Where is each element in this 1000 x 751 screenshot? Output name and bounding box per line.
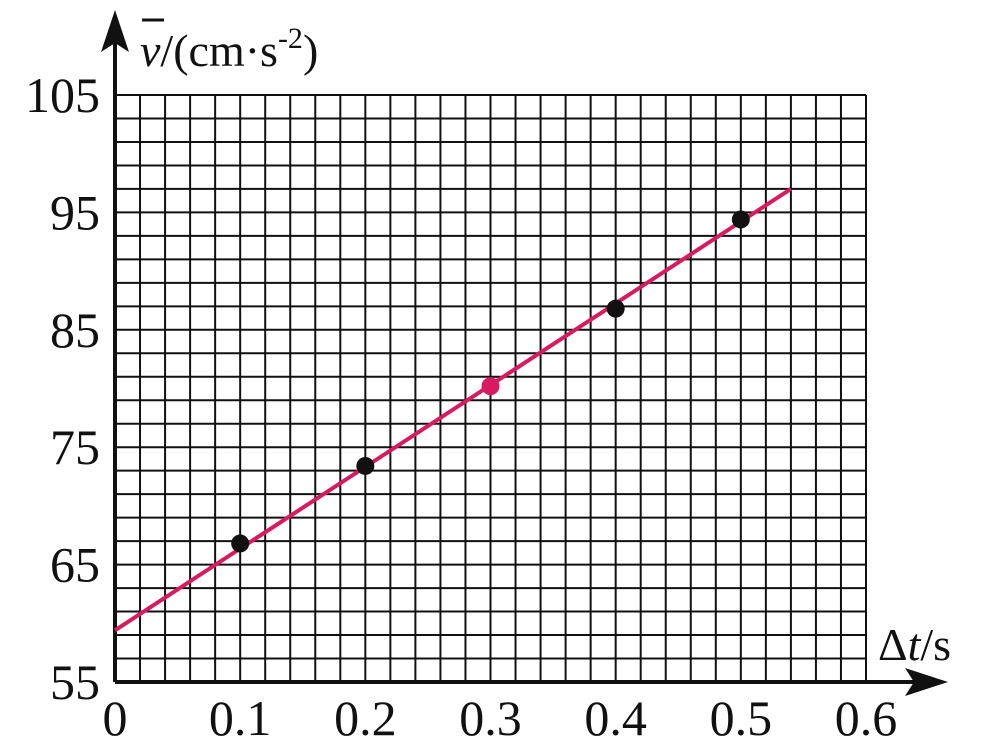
x-tick-label: 0.3 (459, 690, 522, 746)
y-tick-label: 95 (50, 184, 100, 240)
y-tick-labels: 55 65 75 85 95 105 (25, 67, 100, 710)
y-tick-label: 105 (25, 67, 100, 123)
x-tick-label: 0.5 (710, 690, 773, 746)
data-point (481, 377, 500, 396)
x-axis-label: Δt/s (878, 619, 951, 670)
y-axis-label: v/(cm·s-2) (140, 22, 318, 76)
y-axis-arrow (101, 10, 129, 52)
x-axis-arrow (905, 668, 948, 696)
data-point (731, 210, 750, 229)
x-tick-label: 0.6 (835, 690, 898, 746)
data-point (356, 456, 375, 475)
axes (101, 10, 948, 696)
x-tick-label: 0.4 (584, 690, 647, 746)
data-points (231, 210, 750, 553)
y-tick-label: 65 (50, 537, 100, 593)
x-tick-labels: 0 0.1 0.2 0.3 0.4 0.5 0.6 (103, 690, 898, 746)
y-tick-label: 75 (50, 419, 100, 475)
x-tick-label: 0.1 (209, 690, 272, 746)
fit-line-group (113, 187, 792, 633)
data-point (606, 299, 625, 318)
data-point (231, 534, 250, 553)
fit-line (113, 187, 792, 633)
grid (114, 94, 867, 683)
x-tick-label: 0.2 (334, 690, 397, 746)
y-tick-label: 55 (50, 654, 100, 710)
x-tick-label: 0 (103, 690, 128, 746)
y-tick-label: 85 (50, 302, 100, 358)
